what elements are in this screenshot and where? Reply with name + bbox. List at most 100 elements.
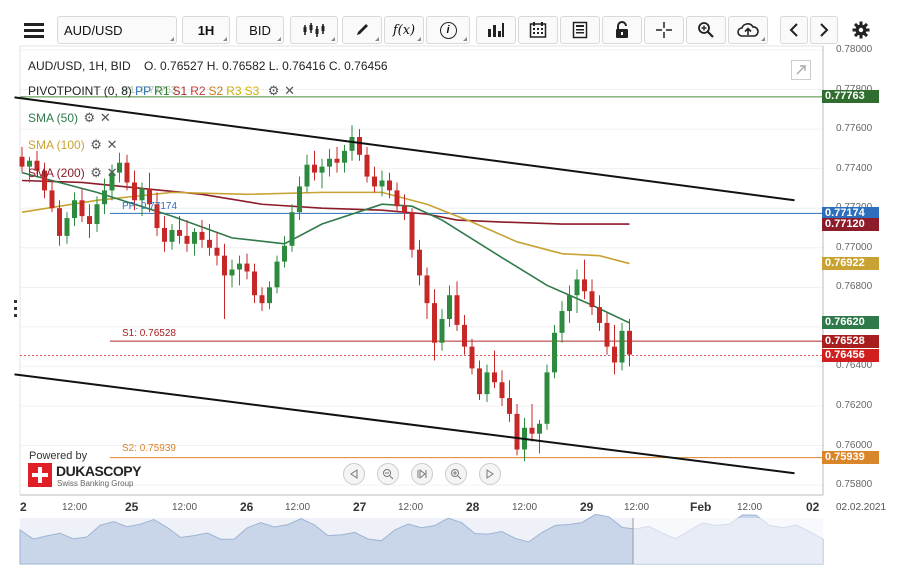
candle-body [282,245,287,262]
news-button[interactable] [560,16,600,44]
x-tick-label: Feb [690,500,712,514]
candle-body [169,229,175,242]
pivot-item: S3 [244,84,260,98]
pivot-items: PP R1 S1 R2 S2 R3 S3 [135,84,262,98]
candle-body [102,190,107,205]
zoom-button[interactable] [686,16,726,44]
sma200-settings-icon[interactable]: ⚙ [90,165,102,180]
sma200-remove-icon[interactable]: ✕ [106,165,118,180]
cloud-upload-button[interactable] [728,16,768,44]
document-icon [572,21,588,39]
candle-body [597,307,602,323]
grid-lines [20,49,823,486]
brand-subtitle: Swiss Banking Group [57,479,134,488]
nav-back-button[interactable] [343,463,365,485]
candle-body [87,216,92,225]
price-tag: 0.76922 [822,256,879,270]
pivot-item: R3 [226,84,242,98]
expand-icon [796,65,806,75]
indicators-button[interactable]: f(x) [384,16,424,44]
sma100-remove-icon[interactable]: ✕ [106,137,118,152]
draw-tool-button[interactable] [342,16,382,44]
volume-button[interactable] [476,16,516,44]
pivot-legend: PIVOTPOINT (0, 8) PP R1 S1 R2 S2 R3 S3 ⚙ ✕ [28,83,298,99]
fullscreen-button[interactable] [791,60,811,80]
candle-body [327,158,332,167]
candlestick-icon [303,23,325,37]
powered-by-text: Powered by [29,450,88,462]
candle-body [267,287,272,304]
candle-body [514,413,520,450]
nav-zoom-in-button[interactable] [445,463,467,485]
settings-button[interactable] [848,18,874,42]
candle-body [349,136,355,151]
dukascopy-logo[interactable]: DUKASCOPY Swiss Banking Group [28,463,148,491]
lock-button[interactable] [602,16,642,44]
brand-name: DUKASCOPY [56,463,141,479]
reset-icon [417,468,427,480]
x-tick-label: 12:00 [512,502,538,513]
info-button[interactable]: i [426,16,470,44]
nav-reset-button[interactable] [411,463,433,485]
side-select[interactable]: BID [236,16,284,44]
x-tick-label: 12:00 [172,502,198,513]
candle-body [454,295,460,325]
calendar-button[interactable] [518,16,558,44]
timeframe-label: 1H [197,22,215,38]
candle-body [289,212,295,246]
menu-button[interactable] [22,21,46,39]
candle-body [184,235,190,244]
chart-type-button[interactable] [290,16,338,44]
pivot-item: R1 [154,84,170,98]
pivot-item: R2 [190,84,206,98]
info-icon: i [439,21,457,39]
nav-forward-button[interactable] [479,463,501,485]
x-tick-label: 25 [125,500,139,514]
pivot-remove-icon[interactable]: ✕ [284,83,296,98]
bar-chart-icon [488,23,504,37]
candle-body [364,154,370,177]
channel-lower-line [14,373,795,475]
y-tick-label: 0.76200 [836,399,873,411]
candle-body [207,239,212,248]
candle-body [72,200,77,219]
pivot-item: PP [135,84,152,98]
nav-zoom-out-button[interactable] [377,463,399,485]
timeframe-select[interactable]: 1H [182,16,230,44]
candle-body [492,372,497,383]
r1-level-label: R1: 0.77763 [122,85,177,96]
candle-body [357,136,362,155]
symbol-select[interactable]: AUD/USD [57,16,177,44]
y-tick-label: 0.77000 [836,241,873,253]
candle-body [409,212,415,250]
trend-channel[interactable] [14,96,795,475]
candle-body [154,204,160,228]
scroll-left-button[interactable] [780,16,808,44]
candle-body [177,229,182,236]
candle-body [499,382,505,399]
crosshair-button[interactable] [644,16,684,44]
pivot-settings-icon[interactable]: ⚙ [267,83,280,98]
navigator-window[interactable] [633,518,823,564]
candle-body [559,311,565,333]
sma50-remove-icon[interactable]: ✕ [99,110,111,125]
candle-body [417,249,422,276]
sma50-settings-icon[interactable]: ⚙ [83,110,96,125]
candle-body [469,346,475,369]
scroll-right-button[interactable] [810,16,838,44]
candle-body [19,156,25,167]
candle-body [612,346,617,363]
price-tag: 0.77120 [822,217,879,231]
y-tick-label: 0.76800 [836,281,873,293]
symbol-label: AUD/USD [64,22,123,38]
pivot-item: S2 [208,84,224,98]
candle-body [34,160,40,171]
chevron-left-icon [789,23,798,37]
price-tag: 0.77174 [822,206,879,220]
sma100-settings-icon[interactable]: ⚙ [90,137,102,152]
channel-upper-line [14,96,795,202]
left-drag-handle[interactable] [14,300,18,320]
candle-body [252,271,257,296]
candle-body [394,190,400,207]
